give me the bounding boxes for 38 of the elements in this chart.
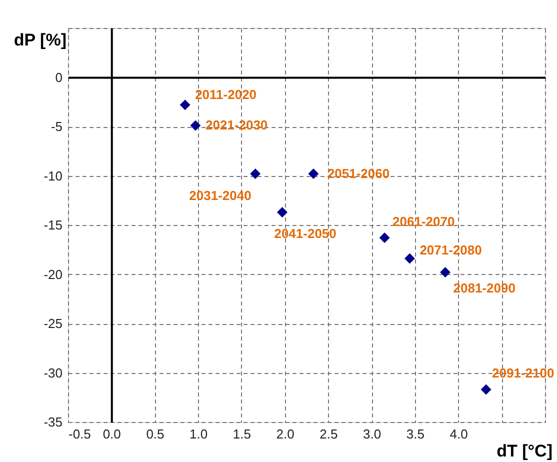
x-tick-label: 2.5 [320,426,338,442]
y-axis-title: dP [%] [14,30,66,50]
y-tick-label: -30 [44,365,62,380]
x-tick-label: 3.5 [406,426,424,442]
y-tick-label: -10 [44,168,62,184]
point [440,267,451,278]
annotation: 2071-2080 [420,242,482,258]
x-tick-label: -0.5 [68,426,91,442]
point [276,206,288,218]
x-axis-title: dT [°C] [496,442,552,460]
y-tick-label: -35 [44,414,62,430]
x-tick-label: 4.0 [450,426,468,442]
point [190,120,201,131]
annotation: 2081-2090 [453,280,516,296]
annotation: 2051-2060 [327,166,390,181]
y-tick-label: -20 [44,266,62,282]
x-tick-label: 0.0 [102,426,121,442]
x-tick-label: 3.0 [363,426,382,442]
annotation: 2021-2030 [205,118,268,133]
y-tick-label: -15 [44,218,62,232]
point [180,100,190,110]
x-tick-label: 2.0 [276,426,294,442]
x-tick-label: 1.0 [190,426,208,442]
point [404,253,415,264]
point [379,232,390,244]
annotation: 2031-2040 [189,188,252,203]
annotation: 2061-2070 [392,214,455,229]
y-tick-label: 0 [55,70,62,85]
point [308,168,319,180]
y-tick-label: -25 [44,316,62,331]
y-tick-label: -5 [50,119,62,134]
x-tick-label: 0.5 [146,426,164,442]
point [480,384,492,395]
x-tick-label: 1.5 [232,426,251,442]
point [250,168,261,180]
annotation: 2011-2020 [195,86,257,102]
annotation: 2091-2100 [492,365,554,380]
annotation: 2041-2050 [274,226,336,242]
